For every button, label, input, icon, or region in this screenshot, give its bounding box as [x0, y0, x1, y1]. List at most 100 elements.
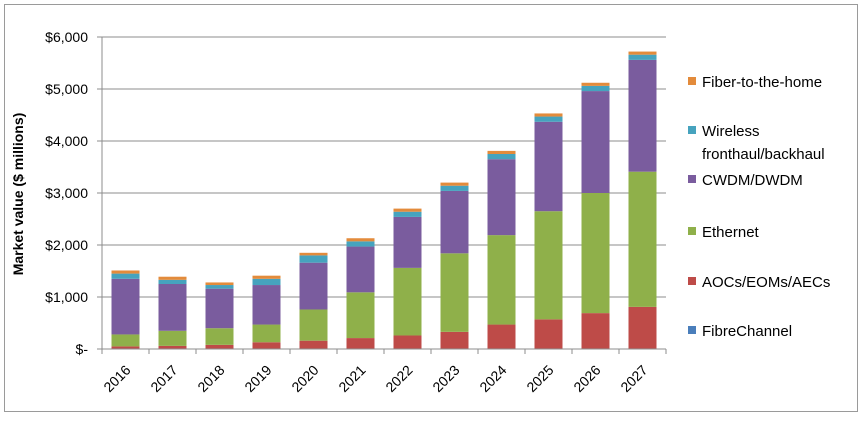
x-tick-label: 2016: [100, 362, 133, 395]
bar-segment: [111, 278, 140, 335]
bar-segment: [299, 262, 328, 310]
bar-segment: [111, 273, 140, 279]
bar-segment: [252, 278, 281, 286]
bars: [111, 51, 657, 349]
bar-segment: [111, 270, 140, 274]
legend-swatch: [688, 77, 696, 85]
bar-segment: [628, 54, 657, 60]
bar-segment: [534, 211, 563, 320]
bar-segment: [581, 85, 610, 92]
bar-segment: [487, 154, 516, 160]
x-tick-label: 2018: [194, 362, 227, 395]
bar-segment: [346, 238, 375, 242]
y-tick-label: $5,000: [45, 81, 88, 97]
bar-segment: [205, 288, 234, 329]
x-tick-label: 2022: [382, 362, 415, 395]
bar-segment: [252, 275, 281, 279]
axes: [101, 37, 666, 350]
y-axis-label: Market value ($ millions): [10, 113, 26, 276]
bar-segment: [205, 328, 234, 345]
bar-segment: [628, 59, 657, 172]
bar-segment: [205, 282, 234, 286]
bar-segment: [534, 113, 563, 117]
bar-segment: [487, 159, 516, 236]
legend-swatch: [688, 227, 696, 235]
bar-segment: [158, 330, 187, 346]
bar-segment: [628, 306, 657, 349]
legend-label: CWDM/DWDM: [702, 172, 803, 189]
bar-segment: [534, 121, 563, 212]
legend-swatch: [688, 326, 696, 334]
bar-segment: [299, 340, 328, 349]
x-tick-label: 2026: [570, 362, 603, 395]
legend-label: Wireless: [702, 123, 760, 140]
y-tick-label: $6,000: [45, 29, 88, 45]
bar-segment: [440, 190, 469, 254]
bar-segment: [111, 334, 140, 347]
gridlines: [102, 36, 666, 298]
bar-segment: [158, 284, 187, 331]
x-tick-label: 2020: [288, 362, 321, 395]
y-tick-label: $-: [76, 341, 89, 357]
bar-segment: [393, 216, 422, 268]
bar-segment: [440, 331, 469, 349]
bar-segment: [581, 91, 610, 193]
legend-label: FibreChannel: [702, 323, 792, 340]
bar-segment: [534, 319, 563, 349]
bar-segment: [346, 292, 375, 339]
bar-segment: [252, 342, 281, 349]
bar-segment: [393, 211, 422, 217]
legend-swatch: [688, 126, 696, 134]
bar-segment: [393, 267, 422, 336]
legend-label: AOCs/EOMs/AECs: [702, 274, 830, 291]
bar-segment: [252, 285, 281, 325]
bar-segment: [205, 344, 234, 349]
bar-segment: [581, 193, 610, 314]
bar-segment: [158, 276, 187, 280]
bar-segment: [440, 182, 469, 186]
y-tick-label: $2,000: [45, 237, 88, 253]
bar-segment: [346, 241, 375, 247]
legend-label: Ethernet: [702, 224, 760, 241]
bar-segment: [440, 253, 469, 332]
bar-segment: [581, 82, 610, 86]
bar-segment: [158, 345, 187, 349]
legend-swatch: [688, 277, 696, 285]
bar-segment: [440, 185, 469, 191]
x-tick-label: 2019: [241, 362, 274, 395]
chart-frame: [4, 4, 858, 412]
x-tick-label: 2023: [429, 362, 462, 395]
bar-segment: [487, 324, 516, 349]
legend-label: Fiber-to-the-home: [702, 74, 822, 91]
bar-segment: [346, 246, 375, 293]
y-tick-label: $4,000: [45, 133, 88, 149]
legend-label: fronthaul/backhaul: [702, 146, 825, 163]
legend-swatch: [688, 175, 696, 183]
bar-segment: [393, 335, 422, 349]
x-tick-label: 2027: [617, 362, 650, 395]
bar-segment: [534, 116, 563, 122]
bar-segment: [158, 279, 187, 284]
bar-segment: [628, 51, 657, 55]
bar-segment: [252, 324, 281, 343]
bar-segment: [628, 171, 657, 307]
bar-segment: [111, 346, 140, 349]
legend: Fiber-to-the-home Wireless fronthaul/backh…: [688, 74, 830, 340]
bar-segment: [299, 309, 328, 341]
bar-segment: [299, 252, 328, 256]
x-tick-label: 2021: [335, 362, 368, 395]
x-tick-label: 2025: [523, 362, 556, 395]
bar-segment: [205, 285, 234, 289]
bar-segment: [299, 255, 328, 263]
bar-segment: [487, 150, 516, 154]
bar-segment: [487, 235, 516, 325]
y-tick-label: $1,000: [45, 289, 88, 305]
x-axis-ticks: 2016 2017 2018 2019 2020 2021 2022 2023 2024 2025…: [100, 349, 667, 395]
x-tick-label: 2017: [147, 362, 180, 395]
bar-segment: [346, 338, 375, 349]
x-tick-label: 2024: [476, 362, 509, 395]
y-axis-ticks: $- $1,000 $2,000 $3,000 $4,000 $5,000 $6,000: [45, 29, 102, 357]
bar-segment: [393, 208, 422, 212]
bar-segment: [581, 313, 610, 349]
